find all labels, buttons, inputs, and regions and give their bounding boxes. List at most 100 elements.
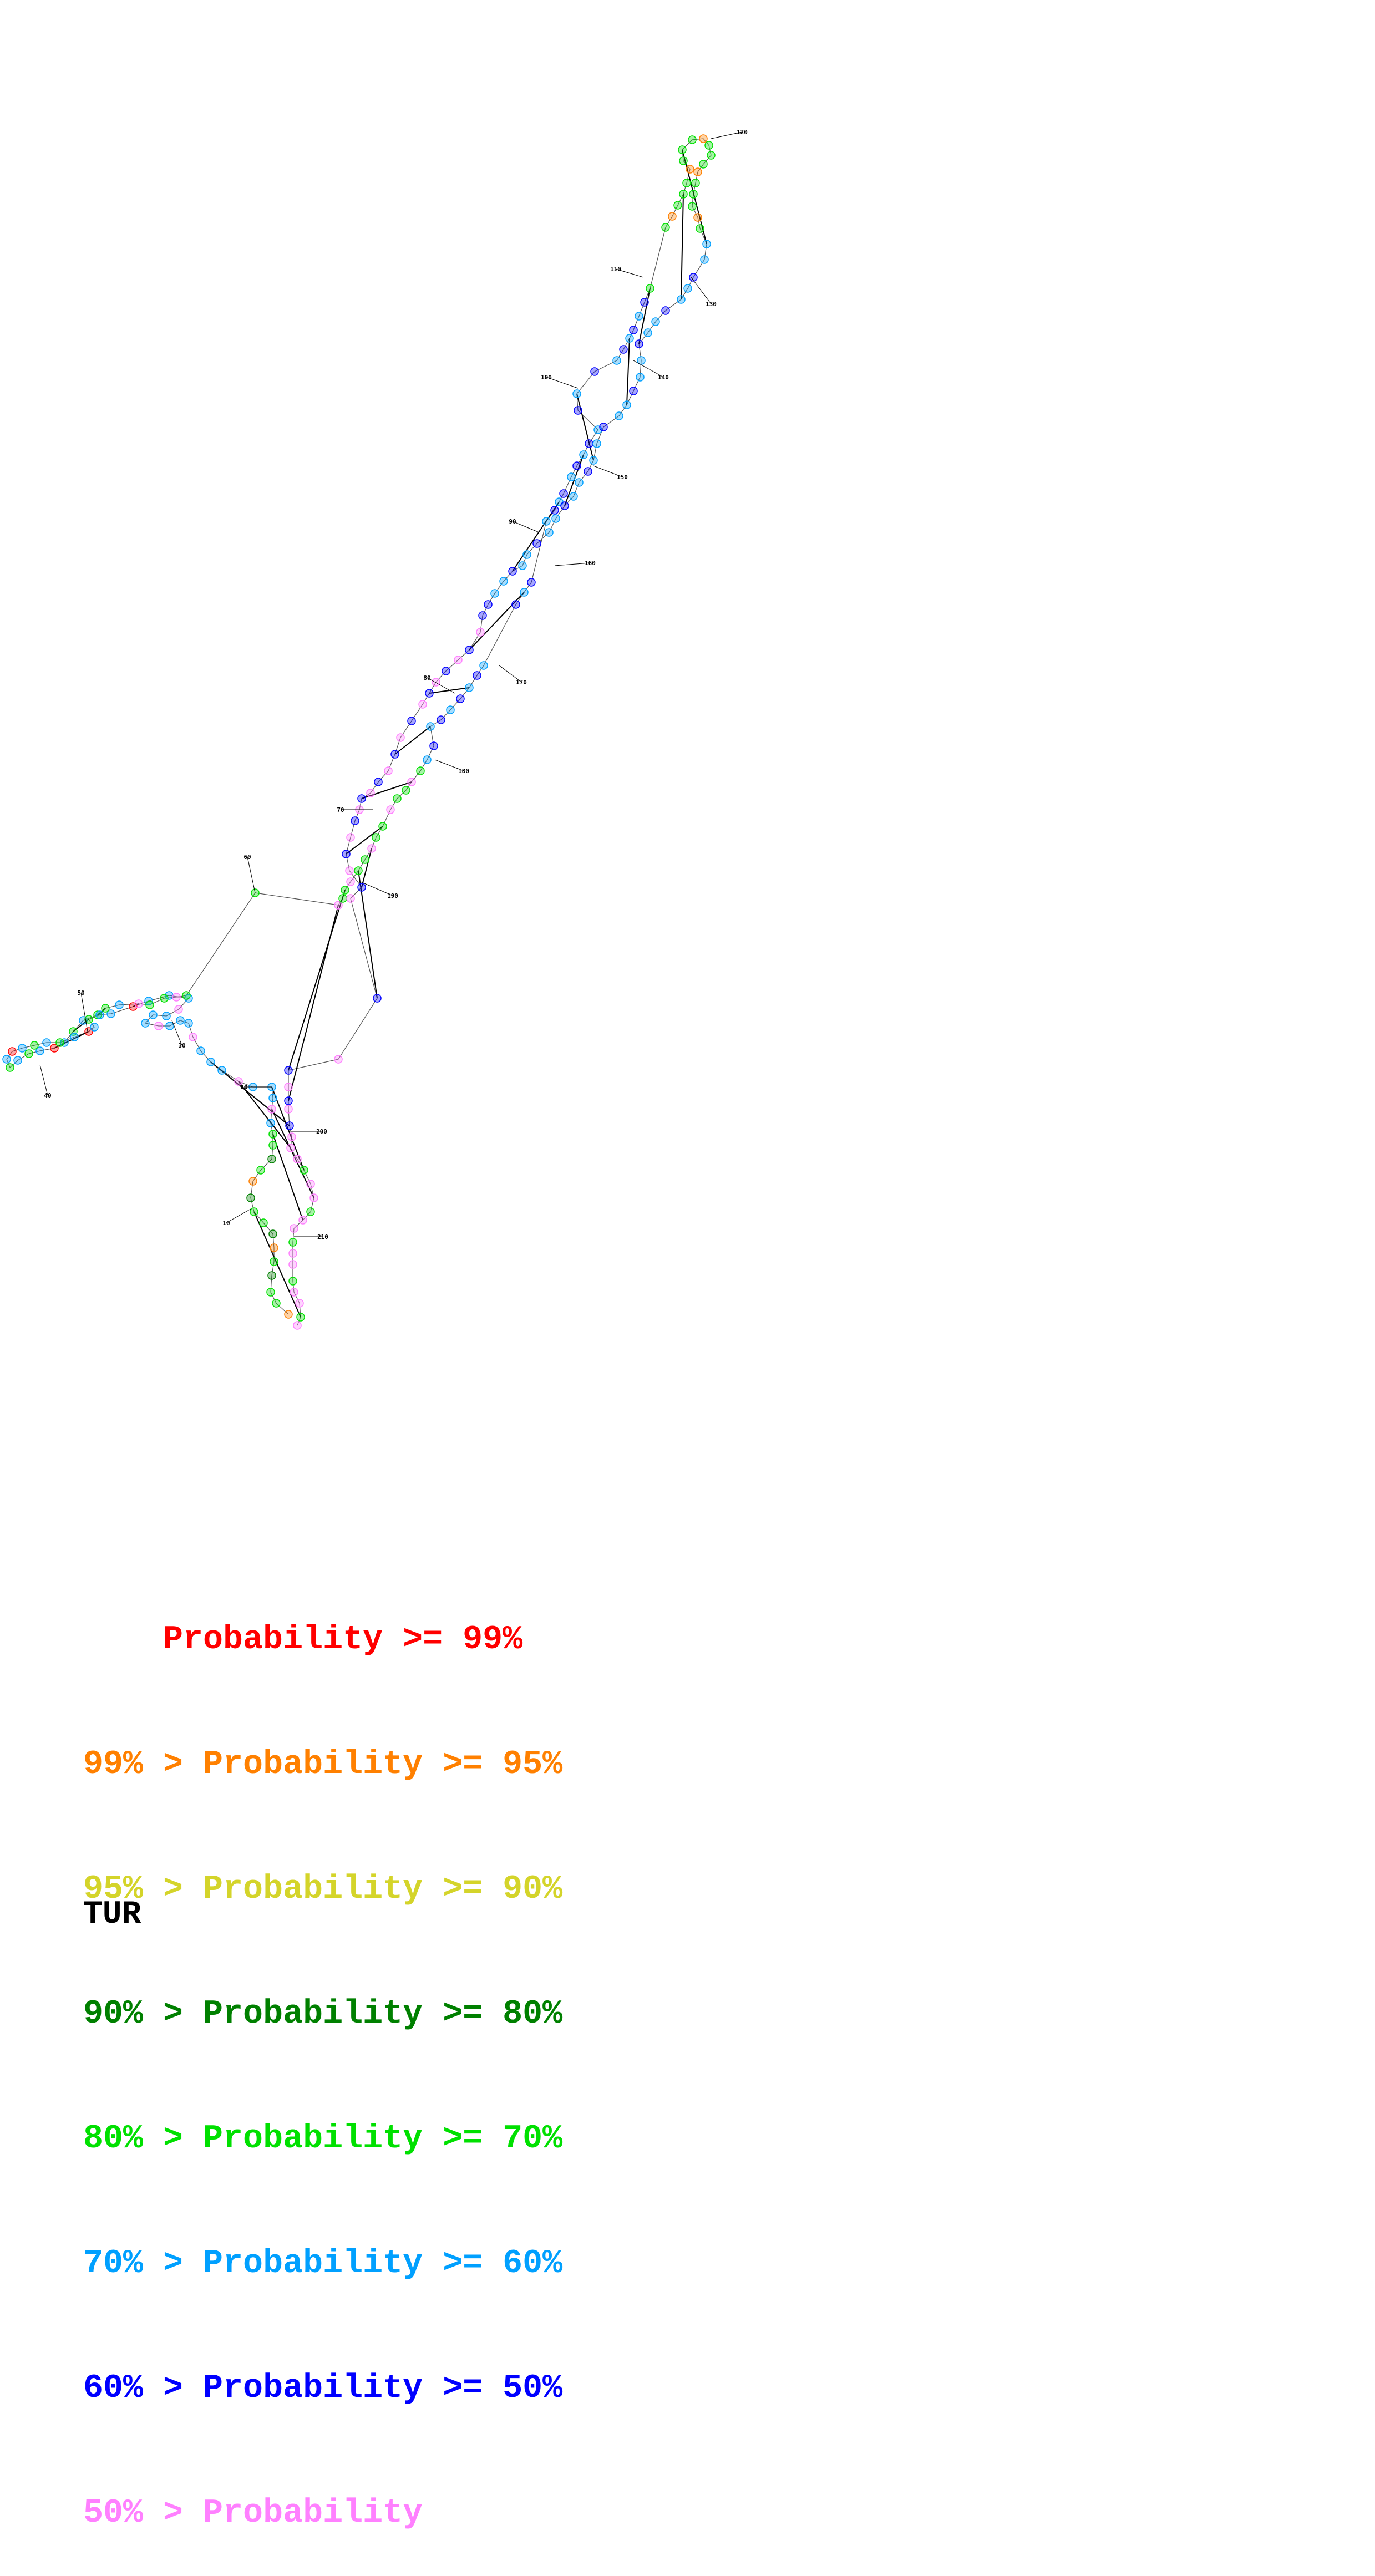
nucleotide (155, 1022, 163, 1030)
position-label: 20 (240, 1084, 247, 1091)
nucleotide (285, 1097, 292, 1105)
nucleotide (696, 225, 704, 232)
nucleotide (442, 667, 450, 675)
nucleotide (454, 656, 462, 664)
nucleotide (630, 326, 637, 334)
nucleotide (623, 401, 631, 409)
nucleotide (692, 179, 699, 187)
nucleotide (679, 157, 687, 165)
nucleotide (387, 806, 394, 814)
nucleotide (635, 312, 643, 320)
nucleotide (270, 1244, 278, 1252)
position-tick-line (513, 521, 539, 532)
nucleotide (417, 767, 424, 775)
nucleotide (175, 1005, 182, 1013)
nucleotide (674, 201, 682, 209)
nucleotide (699, 160, 707, 168)
nucleotide (430, 742, 438, 750)
nucleotide (185, 1019, 192, 1027)
nucleotide (160, 994, 168, 1002)
nucleotide (465, 684, 473, 692)
nucleotide (141, 1019, 149, 1027)
nucleotide (520, 588, 528, 596)
nucleotide (574, 407, 582, 414)
nucleotide (694, 214, 702, 221)
nucleotide (408, 778, 415, 786)
nucleotide (465, 646, 473, 654)
position-label: 210 (317, 1233, 328, 1241)
nucleotide (552, 515, 560, 522)
nucleotide (90, 1023, 98, 1031)
nucleotide (688, 136, 696, 144)
nucleotide (591, 368, 598, 375)
position-label: 40 (44, 1092, 51, 1099)
nucleotide (197, 1047, 205, 1055)
nucleotide-nodes (3, 135, 715, 1329)
nucleotide (600, 423, 607, 431)
nucleotide (293, 1322, 301, 1329)
nucleotide (267, 1288, 275, 1296)
nucleotide (509, 567, 516, 575)
nucleotide (250, 1208, 258, 1216)
nucleotide (288, 1133, 296, 1141)
nucleotide (391, 750, 399, 758)
nucleotide (447, 706, 454, 714)
nucleotide (523, 551, 531, 558)
nucleotide (542, 517, 550, 525)
nucleotide (427, 723, 434, 730)
nucleotide (347, 834, 354, 841)
nucleotide (14, 1056, 22, 1064)
structure-name: TUR (83, 1897, 141, 1933)
nucleotide (257, 1166, 265, 1174)
nucleotide (182, 992, 190, 999)
nucleotide (662, 307, 669, 314)
nucleotide (423, 756, 431, 764)
nucleotide (307, 1208, 314, 1216)
legend-text: Probability >= 95% (203, 1746, 562, 1784)
nucleotide (425, 689, 433, 697)
legend-prefix: 50% > (83, 2494, 203, 2532)
nucleotide (615, 412, 623, 420)
legend-text: Probability >= 70% (203, 2120, 562, 2158)
base-pair (362, 848, 372, 887)
nucleotide (289, 1261, 297, 1268)
nucleotide (575, 479, 583, 486)
nucleotide (285, 1083, 292, 1091)
base-pair-lines (54, 150, 707, 1317)
base-pair (288, 890, 345, 1070)
nucleotide (339, 895, 347, 902)
legend-row: 70% > Probability >= 60% (83, 2243, 562, 2285)
nucleotide (668, 212, 676, 220)
nucleotide (686, 165, 694, 173)
position-label: 70 (337, 806, 344, 814)
nucleotide (189, 1033, 197, 1041)
nucleotide (484, 601, 492, 608)
nucleotide (368, 845, 376, 852)
nucleotide (96, 1011, 104, 1019)
nucleotide (620, 346, 627, 353)
nucleotide (361, 856, 369, 863)
nucleotide (560, 490, 567, 497)
position-label: 200 (316, 1128, 327, 1135)
nucleotide (135, 1000, 143, 1008)
nucleotide (630, 387, 637, 395)
nucleotide (699, 135, 707, 143)
nucleotide (287, 1144, 295, 1152)
nucleotide (705, 141, 713, 149)
nucleotide (269, 1094, 277, 1102)
position-label: 30 (178, 1042, 185, 1049)
nucleotide (662, 223, 669, 231)
probability-legend: Probability >= 99% 99% > Probability >= … (83, 1536, 562, 2576)
nucleotide (341, 886, 349, 894)
nucleotide (580, 451, 587, 459)
nucleotide (269, 1230, 277, 1238)
position-label: 90 (509, 518, 516, 525)
nucleotide (285, 1105, 292, 1113)
nucleotide (701, 256, 708, 263)
nucleotide (561, 502, 569, 510)
nucleotide (358, 795, 366, 802)
nucleotide (480, 662, 488, 669)
nucleotide (269, 1130, 277, 1138)
position-label: 170 (516, 679, 527, 686)
legend-row: 60% > Probability >= 50% (83, 2368, 562, 2410)
